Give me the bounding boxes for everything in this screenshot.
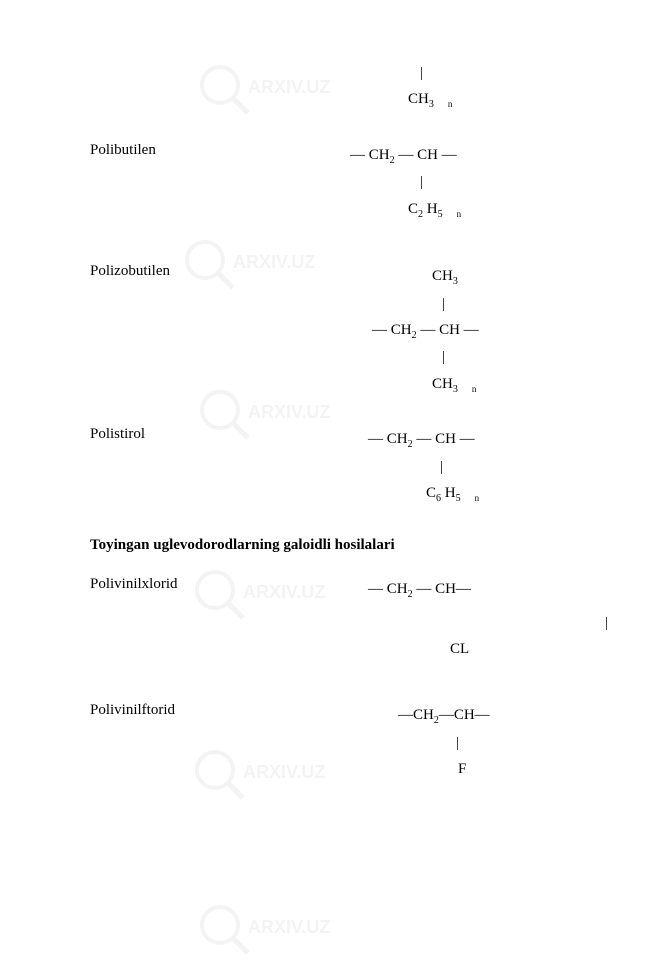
entry-polibutilen: Polibutilen — CH2 — CH — | C2 H5n (90, 142, 571, 223)
document-page: | CH3n Polibutilen — CH2 — CH — | C2 H5n… (0, 0, 661, 935)
formula-text: CH (408, 91, 429, 107)
subscript: 5 (456, 493, 461, 504)
formula-text: — CH— (413, 581, 471, 597)
formula-text: — CH — (413, 431, 475, 447)
formula-text: — CH — (417, 322, 479, 338)
formula-text: — CH (368, 581, 408, 597)
subscript-n: n (448, 99, 453, 109)
subscript-n: n (457, 209, 462, 219)
formula-text: — CH (350, 147, 390, 163)
formula-text: — CH (372, 322, 412, 338)
subscript: 3 (453, 276, 458, 287)
formula-text: CL (450, 641, 469, 657)
formula-text: CH (432, 268, 453, 284)
formula-text: H (441, 485, 456, 501)
bond-bar: | (420, 65, 423, 81)
polymer-name: Polistirol (90, 426, 350, 443)
bond-bar: | (442, 296, 445, 312)
subscript: 5 (438, 209, 443, 220)
entry-polistirol: Polistirol — CH2 — CH — | C6 H5n (90, 426, 571, 507)
formula-text: C (408, 201, 418, 217)
formula-line: | CL (90, 610, 571, 663)
formula-text: F (458, 761, 466, 777)
entry-polivinilftorid: Polivinilftorid —CH2—CH— | F (90, 702, 571, 782)
bond-bar: | (456, 735, 459, 751)
formula-text: H (423, 201, 438, 217)
polymer-name: Polivinilxlorid (90, 576, 350, 593)
formula-text: —CH (398, 707, 434, 723)
formula-text: — CH (368, 431, 408, 447)
subscript: 3 (453, 384, 458, 395)
formula-fragment-top: | CH3 n (90, 60, 571, 114)
entry-polizobutilen: Polizobutilen CH3 | — CH2 — CH — | CH3n (90, 263, 571, 398)
bond-bar: | (440, 459, 443, 475)
polymer-name: Polibutilen (90, 142, 350, 159)
bond-bar: | (442, 349, 445, 365)
formula-text: C (426, 485, 436, 501)
entry-polivinilxlorid: Polivinilxlorid — CH2 — CH— (90, 576, 571, 604)
formula-text: —CH— (439, 707, 490, 723)
subscript-n: n (475, 493, 480, 503)
formula-text: — CH — (395, 147, 457, 163)
polymer-name: Polivinilftorid (90, 702, 350, 719)
subscript-n: n (472, 384, 477, 394)
section-heading-haloid: Toyingan uglevodorodlarning galoidli hos… (90, 537, 571, 554)
polymer-name: Polizobutilen (90, 263, 350, 280)
bond-bar: | (420, 174, 423, 190)
bond-bar: | (605, 615, 608, 631)
formula-text: CH (432, 376, 453, 392)
subscript: 3 (429, 99, 434, 110)
